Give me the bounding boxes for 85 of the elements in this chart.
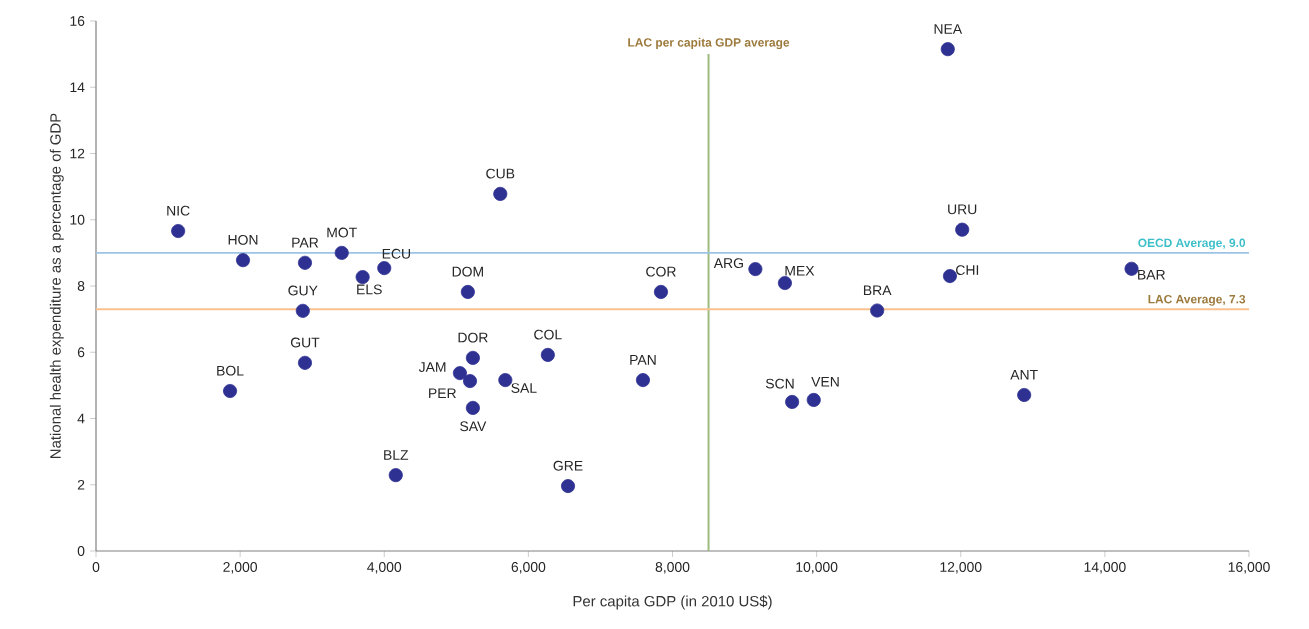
point: [297, 355, 312, 370]
point: [236, 253, 251, 268]
point: [785, 394, 800, 409]
y-axis-title: National health expenditure as a percentage of GDP: [49, 113, 64, 458]
x-tick-label: 0: [92, 562, 100, 572]
data-label: HON: [228, 234, 258, 245]
data-label: BAR: [1138, 269, 1165, 280]
y-tick-label: 2: [77, 479, 85, 490]
data-label: BOL: [217, 365, 244, 376]
point: [635, 373, 650, 388]
x-tick-label: 16,000: [1228, 562, 1270, 574]
point: [295, 303, 310, 318]
point: [1017, 387, 1032, 402]
y-tick-label: 6: [77, 347, 85, 358]
data-label: PAR: [292, 237, 319, 248]
data-label: MOT: [327, 227, 357, 238]
ref-line-label: LAC Average, 7.3: [1148, 294, 1246, 306]
point: [870, 303, 885, 318]
data-label: GUT: [290, 337, 320, 348]
x-tick-label: 4,000: [367, 562, 402, 574]
data-label: SCN: [765, 378, 794, 389]
point: [171, 224, 186, 239]
data-label: URU: [948, 204, 977, 215]
data-label: VEN: [811, 376, 839, 387]
data-label: SAV: [460, 421, 487, 432]
x-tick-label: 6,000: [511, 562, 546, 574]
data-label: DOM: [452, 266, 483, 277]
data-label: BRA: [863, 285, 892, 296]
x-tick-label: 10,000: [796, 562, 838, 574]
ref-line-label: LAC per capita GDP average: [628, 37, 790, 50]
x-axis-title: Per capita GDP (in 2010 US$): [573, 595, 772, 610]
point: [653, 284, 668, 299]
point: [223, 384, 238, 398]
data-label: GRE: [553, 460, 583, 471]
y-tick-label: 12: [70, 148, 85, 159]
data-label: COR: [646, 266, 676, 277]
point: [388, 468, 403, 483]
y-tick-label: 10: [70, 214, 85, 225]
data-label: CUB: [486, 168, 515, 179]
data-label: ECU: [382, 248, 411, 259]
point: [561, 479, 576, 494]
point: [355, 270, 370, 285]
point: [493, 186, 508, 201]
point: [463, 374, 478, 389]
x-tick-label: 12,000: [940, 562, 982, 574]
data-label: PAN: [630, 355, 656, 365]
data-label: ELS: [357, 284, 382, 295]
data-label: ARG: [713, 258, 743, 269]
data-label: BLZ: [384, 450, 409, 460]
point: [460, 284, 475, 299]
data-label: NEA: [934, 24, 963, 34]
data-label: JAM: [418, 362, 446, 372]
x-tick-label: 14,000: [1084, 562, 1126, 574]
y-tick-label: 8: [77, 281, 85, 291]
data-label: PER: [429, 388, 456, 399]
point: [1124, 261, 1139, 276]
data-label: GUY: [288, 285, 318, 296]
y-tick-label: 14: [70, 82, 85, 93]
point: [465, 350, 480, 365]
point: [334, 245, 349, 260]
data-label: CHI: [956, 265, 979, 275]
point: [748, 262, 763, 277]
point: [940, 42, 955, 57]
ref-line-label: OECD Average, 9.0: [1138, 238, 1246, 250]
point: [955, 222, 970, 237]
data-label: COL: [534, 329, 562, 340]
y-tick-label: 0: [77, 546, 85, 556]
point: [942, 269, 957, 284]
point: [540, 347, 555, 362]
x-tick-label: 8,000: [655, 562, 690, 574]
data-label: MEX: [785, 266, 815, 276]
point: [465, 400, 480, 415]
point: [377, 261, 392, 276]
point: [297, 255, 312, 270]
point: [806, 392, 821, 407]
x-tick-label: 2,000: [223, 562, 258, 574]
data-label: SAL: [511, 383, 537, 393]
data-label: DOR: [458, 332, 488, 343]
y-tick-label: 16: [70, 16, 85, 26]
point: [777, 276, 792, 291]
y-tick-label: 4: [77, 413, 85, 424]
data-label: ANT: [1010, 369, 1038, 380]
data-label: NIC: [167, 205, 190, 216]
point: [452, 366, 467, 381]
point: [498, 373, 513, 388]
